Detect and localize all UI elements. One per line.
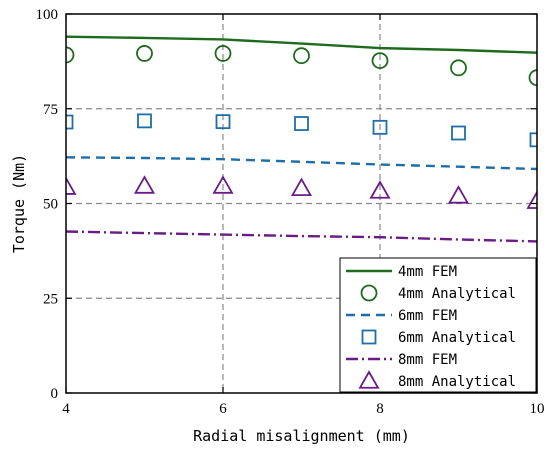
- data-point-8mm-analytical-5: [447, 185, 470, 204]
- y-axis-label: Torque (Nm): [10, 154, 28, 253]
- legend-box: [339, 257, 537, 393]
- series-6mm-fem: [66, 156, 537, 171]
- data-point-4mm-analytical-5: [450, 59, 467, 77]
- legend-entry-4mm-fem: 4mm FEM: [346, 264, 457, 280]
- data-point-6mm-analytical-4: [372, 119, 388, 135]
- legend-entry-6mm-fem: 6mm FEM: [346, 308, 457, 324]
- data-series: [66, 35, 537, 243]
- legend-entry-4mm-analytical: 4mm Analytical: [360, 284, 516, 302]
- legend-label-4mm-fem: 4mm FEM: [398, 264, 457, 280]
- legend: 4mm FEM 4mm Analytical 6mm FEM 6mm Analytic…: [339, 257, 537, 393]
- legend-marker-8mm-analytical: [358, 370, 380, 389]
- y-tick-label: 50: [43, 197, 58, 213]
- data-point-8mm-analytical-3: [290, 177, 313, 196]
- x-tick-label: 4: [62, 401, 70, 417]
- series-4mm-fem: [66, 35, 537, 54]
- legend-label-4mm-analytical: 4mm Analytical: [398, 286, 516, 302]
- data-point-8mm-analytical-1: [133, 175, 156, 194]
- legend-marker-6mm-analytical: [361, 329, 377, 345]
- data-point-4mm-analytical-3: [293, 47, 310, 65]
- data-point-6mm-analytical-3: [294, 116, 309, 131]
- data-point-6mm-analytical-6: [529, 132, 537, 148]
- data-point-6mm-analytical-5: [451, 125, 466, 141]
- x-tick-label: 10: [530, 401, 545, 417]
- data-point-4mm-analytical-0: [66, 46, 75, 64]
- data-point-4mm-analytical-1: [136, 45, 153, 62]
- legend-label-8mm-fem: 8mm FEM: [398, 352, 457, 368]
- series-line-4mm-fem: [66, 35, 537, 54]
- series-8mm-analytical: [66, 175, 537, 209]
- x-axis-label: Radial misalignment (mm): [193, 427, 410, 445]
- series-6mm-analytical: [66, 113, 537, 148]
- series-4mm-analytical: [66, 45, 537, 87]
- data-point-8mm-analytical-6: [526, 190, 537, 209]
- x-tick-label: 6: [219, 401, 227, 417]
- y-tick-label: 0: [51, 386, 59, 402]
- legend-entry-8mm-analytical: 8mm Analytical: [358, 370, 516, 390]
- data-point-4mm-analytical-2: [214, 45, 232, 62]
- data-point-6mm-analytical-1: [137, 113, 152, 129]
- y-tick-label: 25: [43, 291, 58, 307]
- legend-label-6mm-fem: 6mm FEM: [398, 308, 457, 324]
- data-point-4mm-analytical-4: [371, 52, 389, 70]
- data-point-6mm-analytical-2: [215, 114, 231, 130]
- legend-entry-8mm-fem: 8mm FEM: [346, 352, 457, 368]
- data-point-8mm-analytical-4: [369, 180, 391, 199]
- x-tick-label: 8: [376, 401, 384, 417]
- legend-label-6mm-analytical: 6mm Analytical: [398, 330, 516, 346]
- y-tick-label: 100: [36, 7, 59, 23]
- y-tick-label: 75: [43, 102, 58, 118]
- data-point-4mm-analytical-6: [528, 69, 537, 87]
- series-line-6mm-fem: [66, 156, 537, 171]
- data-point-8mm-analytical-0: [66, 176, 77, 195]
- data-point-6mm-analytical-0: [66, 114, 74, 130]
- data-point-8mm-analytical-2: [212, 175, 234, 194]
- legend-label-8mm-analytical: 8mm Analytical: [398, 374, 516, 390]
- legend-entry-6mm-analytical: 6mm Analytical: [361, 329, 516, 346]
- legend-marker-4mm-analytical: [360, 284, 378, 302]
